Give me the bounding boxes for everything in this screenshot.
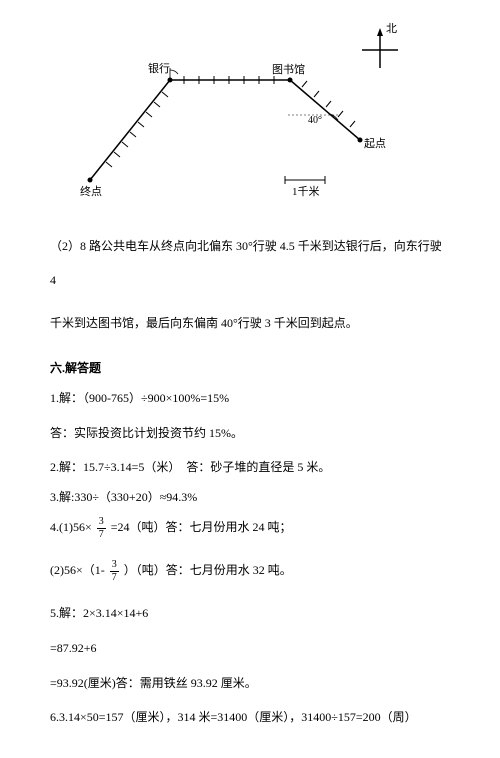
answer-5-line3: =93.92(厘米)答：需用铁丝 93.92 厘米。 [50,669,450,698]
north-label: 北 [386,22,397,35]
answer-4b-line1: (2)56×（1- 3 7 ）（吨）答：七月份用水 32 吨。 [50,556,450,585]
fraction-num-b: 3 [110,560,119,572]
end-label: 终点 [80,184,102,198]
fraction-3-7: 3 7 [97,517,106,540]
section-6-title: 六.解答题 [50,359,450,376]
angle-label: 40° [308,115,322,126]
answer-4-line1: 4.(1)56× 3 7 =24（吨）答：七月份用水 24 吨； [50,513,450,542]
answer-5-line1: 5.解：2×3.14×14+6 [50,599,450,628]
answer-6-line1: 6.3.14×50=157（厘米），314 米=31400（厘米），31400÷… [50,703,450,732]
fraction-den-b: 7 [110,572,119,583]
start-label: 起点 [364,137,386,150]
fraction-3-7-b: 3 7 [110,560,119,583]
library-label: 图书馆 [272,62,305,76]
fraction-den: 7 [97,529,106,540]
bank-label: 银行 [148,61,170,75]
answer-5-line2: =87.92+6 [50,634,450,663]
answer-4-suffix: =24（吨）答：七月份用水 24 吨； [111,520,292,534]
compass-icon: 北 [362,22,398,68]
answer-1-line1: 1.解：（900-765）÷900×100%=15% [50,384,450,413]
answer-3-line1: 3.解:330÷（330+20）≈94.3% [50,488,450,507]
scale-label: 1千米 [292,185,320,198]
answer-1-line2: 答：实际投资比计划投资节约 15%。 [50,419,450,448]
answer-4-prefix: 4.(1)56× [50,520,92,534]
fraction-num: 3 [97,517,106,529]
answer-4b-prefix: (2)56×（1- [50,563,105,577]
problem-2-text-line2: 千米到达图书馆，最后向东偏南 40°行驶 3 千米回到起点。 [50,307,450,341]
problem-2-text-line1: （2）8 路公共电车从终点向北偏东 30°行驶 4.5 千米到达银行后，向东行驶… [50,230,450,297]
answer-4b-suffix: ）（吨）答：七月份用水 32 吨。 [124,563,292,577]
answer-2-line1: 2.解：15.7÷3.14=5（米） 答：砂子堆的直径是 5 米。 [50,453,450,482]
route-diagram: 北 [80,20,420,220]
